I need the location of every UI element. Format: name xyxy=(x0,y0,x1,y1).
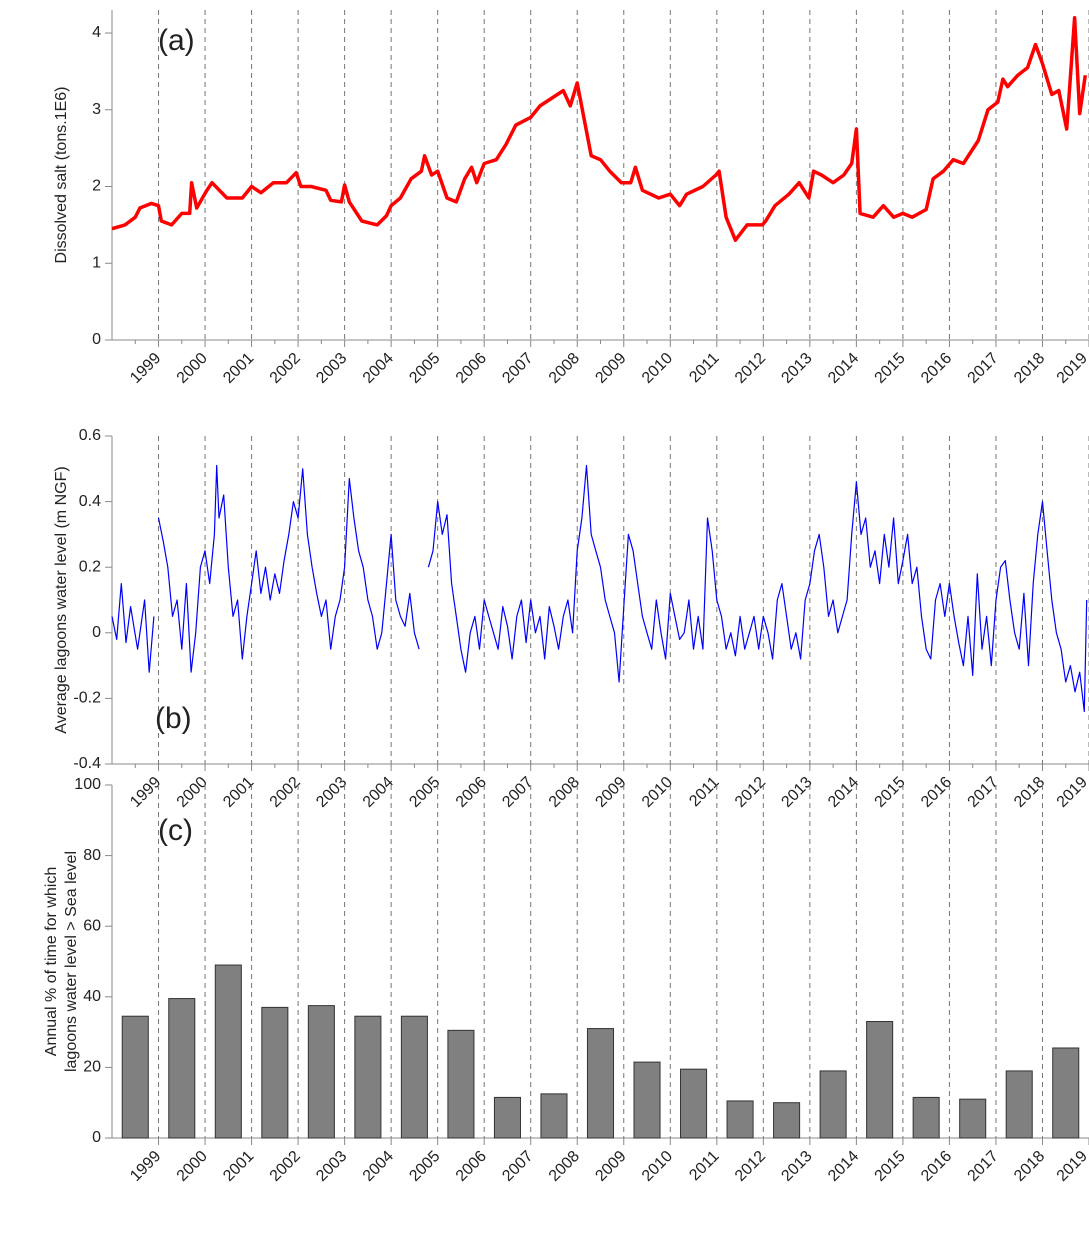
x-tick-label: 2002 xyxy=(267,350,304,387)
x-tick-label: 2018 xyxy=(1011,1148,1048,1185)
y-tick-label: -0.2 xyxy=(73,690,101,707)
y-tick-label: 3 xyxy=(92,101,101,118)
x-tick-label: 2010 xyxy=(639,350,676,387)
y-tick-label: 1 xyxy=(92,254,101,271)
x-tick-label: 2009 xyxy=(592,350,629,387)
x-tick-label: 2010 xyxy=(639,1148,676,1185)
y-tick-label: 80 xyxy=(83,847,101,864)
x-tick-label: 2008 xyxy=(546,1148,583,1185)
x-tick-label: 2015 xyxy=(872,1148,909,1185)
y-tick-label: 0 xyxy=(92,331,101,348)
y-tick-label: 0.6 xyxy=(79,427,101,444)
x-tick-label: 2001 xyxy=(220,350,257,387)
x-tick-label: 2017 xyxy=(965,1148,1002,1185)
x-tick-label: 2002 xyxy=(267,1148,304,1185)
x-tick-label: 2006 xyxy=(453,350,490,387)
bar xyxy=(680,1068,708,1139)
data-line xyxy=(111,464,1088,713)
bar xyxy=(354,1015,382,1139)
x-tick-label: 1999 xyxy=(127,350,164,387)
x-tick-label: 2011 xyxy=(686,1148,722,1184)
bar xyxy=(540,1093,568,1139)
x-tick-label: 2000 xyxy=(174,350,211,387)
x-tick-label: 2006 xyxy=(453,1148,490,1185)
bar xyxy=(214,964,242,1139)
x-tick-label: 2011 xyxy=(686,350,722,386)
panel-label: (c) xyxy=(158,814,193,847)
y-axis-label: Annual % of time for which xyxy=(43,867,60,1056)
x-tick-label: 2005 xyxy=(406,1148,443,1185)
bar xyxy=(819,1070,847,1139)
x-tick-label: 2019 xyxy=(1054,350,1089,387)
x-tick-label: 2003 xyxy=(313,350,350,387)
bar xyxy=(447,1029,475,1139)
bar xyxy=(726,1100,754,1139)
y-tick-label: 100 xyxy=(74,776,101,793)
y-tick-label: 2 xyxy=(92,178,101,195)
bar xyxy=(586,1028,615,1139)
y-tick-label: 0 xyxy=(92,1129,101,1146)
x-tick-label: 2014 xyxy=(825,1148,862,1185)
bar xyxy=(866,1021,894,1139)
x-tick-label: 2004 xyxy=(360,350,397,387)
x-tick-label: 2016 xyxy=(918,350,955,387)
y-axis-label: Dissolved salt (tons.1E6) xyxy=(53,87,70,264)
x-tick-label: 2018 xyxy=(1011,350,1048,387)
x-tick-label: 1999 xyxy=(127,1148,164,1185)
x-tick-label: 2015 xyxy=(872,350,909,387)
bar xyxy=(1005,1070,1033,1139)
x-tick-label: 2003 xyxy=(313,1148,350,1185)
x-tick-label: 2007 xyxy=(499,1148,536,1185)
bar xyxy=(168,998,196,1139)
x-tick-label: 2001 xyxy=(220,1148,257,1185)
y-tick-label: 4 xyxy=(92,24,101,41)
bar xyxy=(400,1015,428,1139)
x-tick-label: 2012 xyxy=(732,350,769,387)
bar xyxy=(493,1096,521,1139)
bar xyxy=(959,1098,987,1139)
x-tick-label: 2005 xyxy=(406,350,443,387)
bar xyxy=(121,1015,149,1139)
bar xyxy=(307,1005,335,1139)
bar xyxy=(633,1061,661,1139)
bar xyxy=(261,1006,289,1139)
x-tick-label: 2009 xyxy=(592,1148,629,1185)
x-tick-label: 2014 xyxy=(825,350,862,387)
y-axis-label: Average lagoons water level (m NGF) xyxy=(53,466,70,733)
x-tick-label: 2008 xyxy=(546,350,583,387)
y-tick-label: 40 xyxy=(83,988,101,1005)
x-tick-label: 2016 xyxy=(918,1148,955,1185)
y-tick-label: 0.2 xyxy=(79,558,101,575)
x-tick-label: 2007 xyxy=(499,350,536,387)
x-tick-label: 2013 xyxy=(778,1148,815,1185)
x-tick-label: 2004 xyxy=(360,1148,397,1185)
x-tick-label: 2012 xyxy=(732,1148,769,1185)
y-tick-label: 60 xyxy=(83,917,101,934)
bar xyxy=(912,1096,940,1139)
x-tick-label: 2017 xyxy=(965,350,1002,387)
panel-label: (a) xyxy=(158,24,195,57)
bar xyxy=(1052,1047,1080,1139)
bar xyxy=(773,1102,801,1139)
x-tick-label: 2000 xyxy=(174,1148,211,1185)
y-tick-label: 0.4 xyxy=(79,493,101,510)
data-line xyxy=(111,15,1088,242)
y-tick-label: -0.4 xyxy=(73,755,101,772)
y-tick-label: 20 xyxy=(83,1059,101,1076)
x-tick-label: 2019 xyxy=(1054,1148,1089,1185)
y-tick-label: 0 xyxy=(92,624,101,641)
panel-label: (b) xyxy=(155,702,192,735)
x-tick-label: 2019 xyxy=(1054,774,1089,811)
x-tick-label: 2013 xyxy=(778,350,815,387)
y-axis-label: lagoons water level > Sea level xyxy=(63,851,80,1072)
